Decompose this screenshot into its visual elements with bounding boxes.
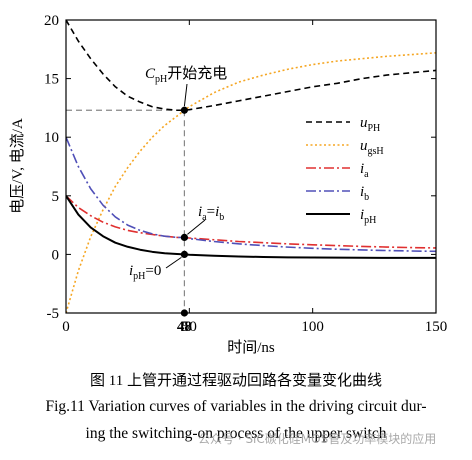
annotation-cph: CpH开始充电	[145, 65, 227, 85]
series-line-ugsH	[66, 52, 436, 313]
caption-english-line1: Fig.11 Variation curves of variables in …	[45, 398, 427, 415]
caption-chinese: 图 11 上管开通过程驱动回路各变量变化曲线	[90, 373, 382, 389]
x-tick-label: 50	[182, 319, 197, 335]
leader-iph0	[165, 256, 182, 269]
legend-label-ib: ib	[360, 184, 369, 203]
series-layer	[66, 20, 436, 313]
legend-label-uPH: uPH	[360, 115, 380, 134]
series-line-ia	[66, 195, 436, 249]
annotations: CpH开始充电 ia=ib ipH=0	[129, 65, 227, 282]
series-line-uPH	[66, 20, 436, 112]
y-tick-label: 10	[44, 130, 59, 146]
x-axis-label: 时间/ns	[227, 339, 275, 356]
legend: uPH ugsH ia ib ipH	[306, 115, 384, 226]
series-line-ipH	[66, 195, 436, 259]
marker-layer	[180, 106, 188, 317]
x-tick-label: 150	[425, 319, 448, 335]
watermark: 公众号 · SiC碳化硅MOS管及功率模块的应用	[198, 432, 437, 446]
marker-iaib	[180, 233, 188, 242]
y-tick-label: 5	[52, 189, 60, 205]
caption-english-line2: ing the switching-on process of the uppe…	[85, 425, 387, 442]
y-axis-label: 电压/V, 电流/A	[9, 118, 26, 214]
annotation-iaib: ia=ib	[198, 204, 224, 223]
legend-label-ia: ia	[360, 161, 369, 180]
y-tick-label: 15	[44, 72, 59, 88]
x-ref-label: 48	[177, 319, 192, 335]
y-tick-label: 20	[44, 13, 59, 29]
y-tick-label: -5	[47, 306, 60, 322]
axes-layer	[65, 19, 437, 314]
x-tick-label: 0	[62, 319, 70, 335]
plot-frame	[65, 19, 437, 314]
legend-label-ugsH: ugsH	[360, 138, 384, 157]
leader-iaib	[187, 219, 206, 235]
leader-cph	[183, 83, 188, 107]
y-tick-label: 0	[52, 247, 60, 263]
x-tick-label: 100	[301, 319, 324, 335]
legend-label-ipH: ipH	[360, 207, 376, 226]
reference-lines	[66, 109, 185, 313]
marker-cph	[180, 106, 188, 114]
annotation-iph0: ipH=0	[129, 263, 161, 282]
marker-iph0	[180, 250, 188, 258]
